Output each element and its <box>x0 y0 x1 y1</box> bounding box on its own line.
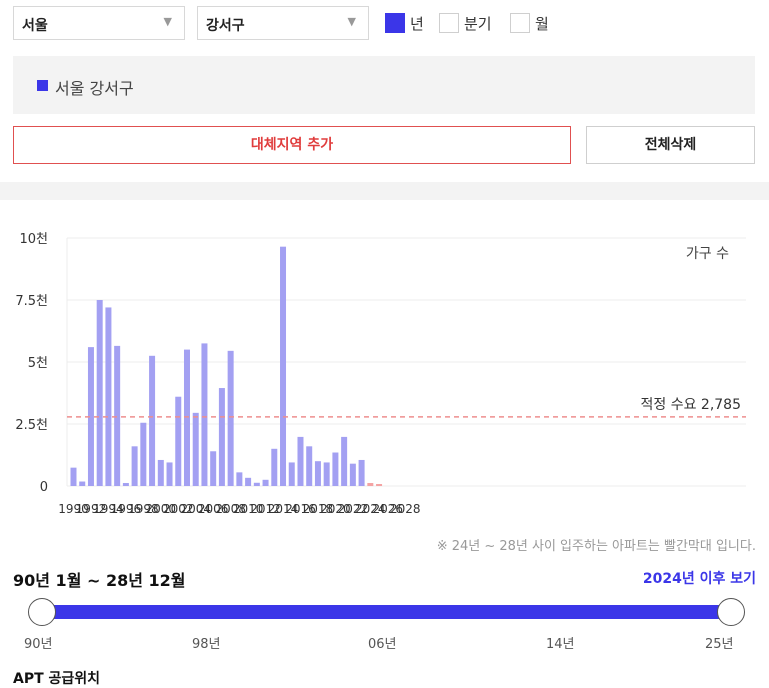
x-tick-label: 2028 <box>390 502 421 516</box>
bar-2009 <box>236 472 243 486</box>
x-tick-label: 2026 <box>373 502 404 516</box>
bar-1991 <box>79 481 86 486</box>
slider-tick-label: 90년 <box>24 637 53 652</box>
range-slider-end-handle[interactable] <box>717 598 745 626</box>
district-select-value: 강서구 <box>206 18 245 34</box>
bar-2008 <box>227 350 234 486</box>
bar-2023 <box>358 459 365 486</box>
bar-2025 <box>376 484 383 486</box>
x-tick-label: 2008 <box>215 502 246 516</box>
x-tick-label: 2000 <box>146 502 177 516</box>
bar-2000 <box>157 459 164 486</box>
range-title: 90년 1월 ~ 28년 12월 <box>13 571 186 590</box>
bar-1990 <box>70 467 77 486</box>
chevron-down-icon: ▼ <box>163 15 172 28</box>
y-tick-label: 0 <box>40 480 48 495</box>
reference-label: 적정 수요 2,785 <box>641 397 742 413</box>
bar-1994 <box>105 307 112 486</box>
bar-2007 <box>218 388 225 486</box>
x-tick-label: 2002 <box>163 502 194 516</box>
bar-2014 <box>280 246 287 486</box>
bar-2015 <box>288 462 295 486</box>
checkbox-month-label: 월 <box>535 15 549 33</box>
x-tick-label: 2006 <box>198 502 229 516</box>
bar-2016 <box>297 436 304 486</box>
bar-2004 <box>192 412 199 486</box>
bar-2021 <box>341 436 348 486</box>
bar-1998 <box>140 422 147 486</box>
slider-tick-label: 14년 <box>546 637 575 652</box>
x-tick-label: 1996 <box>111 502 142 516</box>
x-tick-label: 1994 <box>93 502 124 516</box>
bar-1999 <box>149 355 156 486</box>
slider-tick-label: 98년 <box>192 637 221 652</box>
region-color-swatch <box>37 80 48 91</box>
bar-2005 <box>201 343 208 486</box>
checkbox-month[interactable] <box>510 13 530 33</box>
x-tick-label: 2010 <box>233 502 264 516</box>
bar-2018 <box>314 461 321 486</box>
slider-tick-label: 06년 <box>368 637 397 652</box>
range-slider-start-handle[interactable] <box>28 598 56 626</box>
checkbox-year[interactable] <box>385 13 405 33</box>
x-tick-label: 1990 <box>58 502 89 516</box>
x-tick-label: 2024 <box>355 502 386 516</box>
bar-1997 <box>131 446 138 486</box>
region-label: 서울 강서구 <box>55 79 134 98</box>
bar-2012 <box>262 479 269 486</box>
y-tick-label: 5천 <box>28 356 48 371</box>
bar-1996 <box>122 483 129 486</box>
slider-tick-label: 25년 <box>705 637 734 652</box>
bar-2013 <box>271 448 278 486</box>
bar-1995 <box>114 345 121 486</box>
add-alternative-region-button[interactable]: 대체지역 추가 <box>13 126 571 164</box>
range-slider-track[interactable] <box>42 605 731 619</box>
chevron-down-icon: ▼ <box>347 15 356 28</box>
bar-2017 <box>306 446 313 486</box>
section-divider <box>0 182 769 200</box>
y-tick-label: 10천 <box>19 232 48 247</box>
x-tick-label: 2016 <box>285 502 316 516</box>
checkbox-year-label: 년 <box>410 15 424 33</box>
selected-region-box: 서울 강서구 <box>13 56 755 114</box>
chart-note: ※ 24년 ~ 28년 사이 입주하는 아파트는 빨간막대 입니다. <box>436 539 756 554</box>
bar-2011 <box>253 482 260 486</box>
bar-2022 <box>349 463 356 486</box>
chart-legend: 가구 수 <box>686 246 729 262</box>
x-tick-label: 1998 <box>128 502 159 516</box>
section-title: APT 공급위치 <box>13 671 101 687</box>
district-select[interactable]: 강서구 ▼ <box>197 6 369 40</box>
view-after-2024-link[interactable]: 2024년 이후 보기 <box>642 571 756 587</box>
x-tick-label: 2022 <box>338 502 369 516</box>
city-select-value: 서울 <box>22 18 48 34</box>
bar-2024 <box>367 483 374 486</box>
bar-2006 <box>210 451 217 486</box>
x-tick-label: 2004 <box>180 502 211 516</box>
x-tick-label: 2018 <box>303 502 334 516</box>
delete-all-button[interactable]: 전체삭제 <box>586 126 755 164</box>
x-tick-label: 2012 <box>250 502 281 516</box>
bar-2020 <box>332 452 339 486</box>
y-tick-label: 7.5천 <box>15 294 48 309</box>
x-tick-label: 2020 <box>320 502 351 516</box>
bar-2019 <box>323 462 330 486</box>
bar-1992 <box>87 347 94 486</box>
city-select[interactable]: 서울 ▼ <box>13 6 185 40</box>
bar-1993 <box>96 300 103 486</box>
x-tick-label: 1992 <box>76 502 107 516</box>
checkbox-quarter-label: 분기 <box>464 15 492 33</box>
y-tick-label: 2.5천 <box>15 418 48 433</box>
bar-2001 <box>166 462 173 486</box>
bar-2003 <box>183 349 190 486</box>
x-tick-label: 2014 <box>268 502 299 516</box>
bar-2010 <box>245 477 252 486</box>
bar-2002 <box>175 396 182 486</box>
checkbox-quarter[interactable] <box>439 13 459 33</box>
